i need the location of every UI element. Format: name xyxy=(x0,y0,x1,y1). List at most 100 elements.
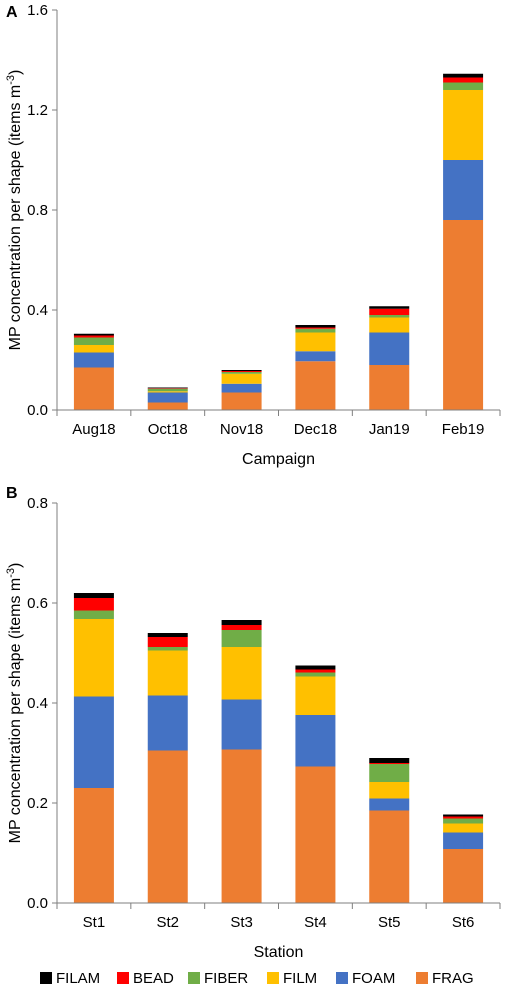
bar-segment-foam-oct18 xyxy=(147,392,188,403)
y-axis-title: MP concentration per shape (items m-3) xyxy=(5,70,24,351)
x-tick-label: Feb19 xyxy=(442,421,485,438)
legend-swatch-frag xyxy=(416,972,428,984)
bar-segment-fiber-st3 xyxy=(221,630,262,647)
y-tick-label: 0.6 xyxy=(27,595,48,612)
panel-letter-b: B xyxy=(6,485,18,502)
chart-panel-a: A 0.0 0.4 0.8 1.2 1.6 Aug18 Oct18 Nov18 Dec18 Jan… xyxy=(5,2,501,468)
bar-segment-bead-dec18 xyxy=(295,327,336,329)
bar-segment-bead-aug18 xyxy=(73,335,114,338)
bar-segment-film-dec18 xyxy=(295,332,336,352)
legend-label-filam: FILAM xyxy=(56,970,100,987)
bar-segment-film-st4 xyxy=(295,676,336,715)
y-tick-label: 0.2 xyxy=(27,795,48,812)
y-axis-title-superscript: -3 xyxy=(5,75,17,85)
bar-segment-foam-st5 xyxy=(369,798,410,811)
legend-label-bead: BEAD xyxy=(133,970,174,987)
bar-segment-fiber-dec18 xyxy=(295,328,336,333)
y-axis-title: MP concentration per shape (items m-3) xyxy=(5,563,24,844)
bar-segment-fiber-st6 xyxy=(443,818,484,824)
bar-segment-frag-st5 xyxy=(369,810,410,903)
bar-segment-frag-st4 xyxy=(295,766,336,903)
bar-segment-bead-st2 xyxy=(147,637,188,647)
y-tick-label: 1.2 xyxy=(27,102,48,119)
x-tick-label: St6 xyxy=(452,914,475,931)
bar-segment-foam-jan19 xyxy=(369,332,410,365)
bar-segment-bead-st6 xyxy=(443,816,484,819)
chart-panel-b: B 0.0 0.2 0.4 0.6 0.8 St1 St2 St3 St4 St5 St6 Stati… xyxy=(5,485,501,961)
bar-segment-bead-st5 xyxy=(369,763,410,764)
legend-swatch-fiber xyxy=(188,972,200,984)
bar-segment-fiber-aug18 xyxy=(73,337,114,345)
y-axis-title-superscript: -3 xyxy=(5,568,17,578)
bar-segment-film-nov18 xyxy=(221,373,262,384)
x-tick-label: St5 xyxy=(378,914,401,931)
legend-label-foam: FOAM xyxy=(352,970,395,987)
y-tick-label: 0.4 xyxy=(27,302,48,319)
x-tick-label: Dec18 xyxy=(294,421,337,438)
bar-segment-foam-st3 xyxy=(221,699,262,750)
bar-segment-frag-oct18 xyxy=(147,402,188,410)
x-tick-label: St4 xyxy=(304,914,327,931)
bar-segment-frag-st2 xyxy=(147,750,188,903)
legend-label-fiber: FIBER xyxy=(204,970,248,987)
bar-segment-fiber-oct18 xyxy=(147,388,188,392)
bar-segment-bead-jan19 xyxy=(369,308,410,315)
y-axis-title-close: ) xyxy=(7,70,24,75)
legend-swatch-filam xyxy=(40,972,52,984)
bar-segment-filam-dec18 xyxy=(295,325,336,328)
bar-segment-foam-st2 xyxy=(147,695,188,751)
bar-segment-bead-st1 xyxy=(73,598,114,611)
bar-segment-bead-nov18 xyxy=(221,371,262,372)
panel-letter-a: A xyxy=(6,4,18,21)
x-tick-label: St1 xyxy=(83,914,106,931)
bar-segment-film-feb19 xyxy=(443,90,484,160)
bar-segment-filam-feb19 xyxy=(443,73,484,78)
bar-segment-filam-st6 xyxy=(443,814,484,817)
y-tick-label: 0.8 xyxy=(27,495,48,512)
bar-segment-bead-st3 xyxy=(221,625,262,630)
bar-segment-filam-st3 xyxy=(221,620,262,625)
bar-segment-foam-aug18 xyxy=(73,352,114,368)
bar-segment-fiber-st4 xyxy=(295,672,336,677)
y-axis-title-main: MP concentration per shape (items m xyxy=(7,578,24,844)
x-axis-title: Station xyxy=(254,944,304,961)
bar-segment-fiber-st5 xyxy=(369,764,410,782)
y-axis-title-close: ) xyxy=(7,563,24,568)
bar-segment-frag-dec18 xyxy=(295,361,336,410)
bar-segment-fiber-nov18 xyxy=(221,372,262,374)
legend-label-frag: FRAG xyxy=(432,970,474,987)
y-tick-label: 0.4 xyxy=(27,695,48,712)
x-tick-label: Jan19 xyxy=(369,421,410,438)
bar-segment-frag-jan19 xyxy=(369,365,410,410)
legend-swatch-bead xyxy=(117,972,129,984)
legend: FILAM BEAD FIBER FILM FOAM FRAG xyxy=(40,970,474,987)
bar-segment-film-aug18 xyxy=(73,345,114,353)
bar-segment-frag-st1 xyxy=(73,788,114,903)
bar-segment-foam-st4 xyxy=(295,715,336,767)
bar-segment-filam-jan19 xyxy=(369,306,410,309)
bar-segment-fiber-feb19 xyxy=(443,82,484,90)
bar-segment-filam-oct18 xyxy=(147,387,188,389)
bar-segment-bead-feb19 xyxy=(443,77,484,83)
bar-segment-bead-st4 xyxy=(295,669,336,673)
bar-segment-fiber-st2 xyxy=(147,647,188,651)
x-tick-label: Oct18 xyxy=(148,421,188,438)
x-axis-title: Campaign xyxy=(242,451,315,468)
bar-segment-foam-feb19 xyxy=(443,160,484,220)
y-tick-label: 1.6 xyxy=(27,2,48,19)
bar-segment-film-st3 xyxy=(221,647,262,700)
bar-segment-film-oct18 xyxy=(147,391,188,393)
bar-segment-filam-st2 xyxy=(147,633,188,637)
bar-segment-bead-oct18 xyxy=(147,388,188,389)
y-tick-label: 0.0 xyxy=(27,895,48,912)
bar-segment-frag-st3 xyxy=(221,749,262,903)
bar-segment-filam-nov18 xyxy=(221,370,262,371)
bar-segment-film-st5 xyxy=(369,782,410,799)
bar-segment-film-jan19 xyxy=(369,317,410,333)
x-tick-label: Aug18 xyxy=(72,421,115,438)
y-tick-label: 0.8 xyxy=(27,202,48,219)
x-tick-label: St3 xyxy=(230,914,253,931)
bar-segment-frag-aug18 xyxy=(73,367,114,410)
bar-segment-frag-st6 xyxy=(443,849,484,903)
